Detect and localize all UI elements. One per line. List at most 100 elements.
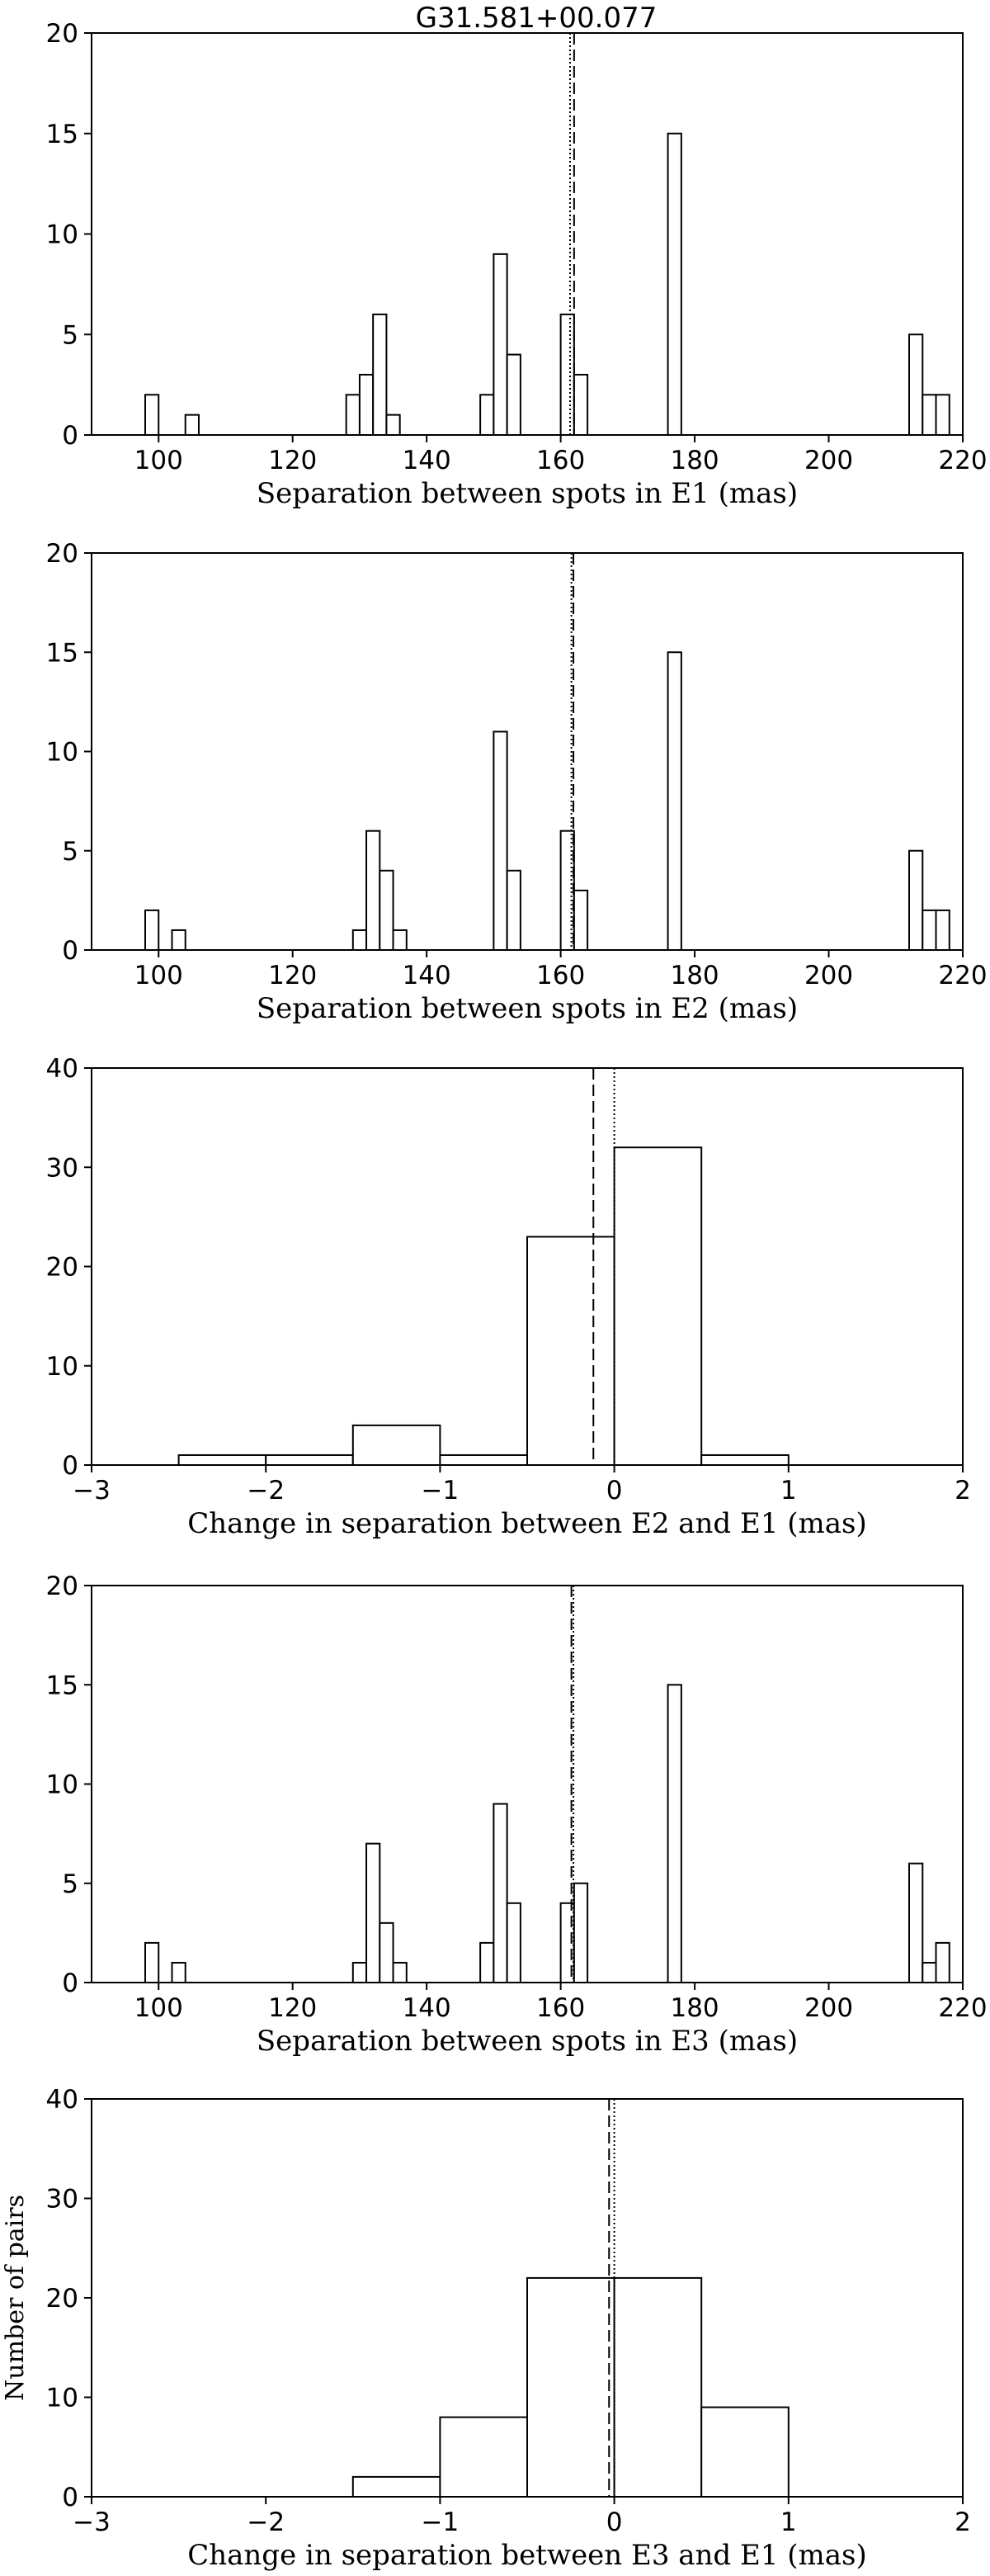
histogram-bar: [392, 929, 408, 951]
histogram-bar: [365, 1842, 381, 1983]
y-tick-label: 20: [46, 2284, 78, 2314]
x-tick-label: 180: [670, 446, 719, 475]
histogram-bar: [935, 1941, 950, 1983]
panel-2: 100 120 140 160 180 200 220 0 5 10 15 20 Separation …: [46, 539, 988, 1025]
x-tick-label: 220: [938, 446, 987, 475]
x-tick-label: 180: [670, 1993, 719, 2023]
histogram-bar: [700, 2406, 790, 2498]
y-tick-label: 10: [46, 220, 78, 250]
x-tick-label: 2: [955, 2507, 971, 2537]
x-tick-label: 140: [403, 961, 451, 990]
histogram-bar: [506, 353, 521, 437]
histogram-bar: [351, 1961, 368, 1983]
histogram-bar: [506, 869, 521, 952]
x-tick-label: 0: [606, 1476, 623, 1505]
histogram-bar: [667, 1684, 682, 1983]
x-tick-label: 120: [268, 1993, 317, 2023]
y-tick-label: 10: [46, 738, 78, 768]
x-tick-label: −1: [422, 1476, 460, 1505]
histogram-bar: [144, 1941, 160, 1983]
histogram-bar: [372, 313, 388, 436]
histogram-bar: [908, 1862, 924, 1983]
panel-1: 100 120 140 160 180 200 220 0 5 10 15 20 Separation …: [46, 19, 988, 510]
histogram-bar: [493, 1803, 508, 1984]
y-axis-label: Number of pairs: [1, 2195, 30, 2401]
histogram-bar: [667, 132, 682, 436]
y-tick-label: 5: [62, 1869, 78, 1899]
histogram-bar: [479, 1941, 495, 1983]
x-tick-label: 160: [536, 446, 585, 475]
x-tick-label: 2: [955, 1476, 971, 1505]
histogram-bar: [365, 830, 381, 952]
x-tick-label: 220: [938, 961, 987, 990]
y-tick-label: 10: [46, 1770, 78, 1800]
x-tick-label: 100: [134, 446, 183, 475]
panel-4: 100 120 140 160 180 200 220 0 5 10 15 20 Separation …: [46, 1572, 988, 2058]
y-tick-label: 0: [62, 2483, 78, 2512]
x-tick-label: 220: [938, 1993, 987, 2023]
histogram-bar: [667, 651, 682, 951]
axes-frame: [91, 1585, 964, 1983]
histogram-bar: [351, 1424, 441, 1467]
x-tick-label: 100: [134, 961, 183, 990]
y-tick-label: 15: [46, 120, 78, 149]
x-tick-label: −3: [73, 2507, 111, 2537]
y-tick-label: 40: [46, 2085, 78, 2115]
histogram-bar: [351, 929, 368, 951]
y-tick-label: 0: [62, 1969, 78, 1998]
histogram-bar: [265, 1453, 354, 1466]
x-tick-label: 120: [268, 961, 317, 990]
x-tick-label: 200: [804, 961, 853, 990]
x-tick-label: 1: [780, 1476, 797, 1505]
y-tick-label: 0: [62, 1451, 78, 1481]
histogram-bar: [171, 929, 186, 951]
x-axis-label: Change in separation between E3 and E1 (…: [187, 2539, 867, 2572]
histogram-bar: [908, 333, 924, 436]
x-tick-label: 200: [804, 446, 853, 475]
y-tick-label: 30: [46, 2185, 78, 2214]
histogram-bar: [439, 2416, 529, 2498]
y-tick-label: 10: [46, 1352, 78, 1382]
y-tick-label: 0: [62, 936, 78, 966]
y-tick-label: 20: [46, 1572, 78, 1601]
histogram-bar: [351, 2475, 441, 2498]
histogram-bar: [908, 849, 924, 951]
y-tick-label: 15: [46, 1671, 78, 1700]
x-tick-label: −2: [247, 2507, 285, 2537]
histogram-bar: [613, 2276, 703, 2498]
y-tick-label: 20: [46, 1253, 78, 1283]
histogram-bar: [171, 1961, 186, 1983]
x-tick-label: 200: [804, 1993, 853, 2023]
histogram-bar: [379, 869, 394, 952]
x-axis-label: Separation between spots in E1 (mas): [257, 477, 798, 510]
x-tick-label: 180: [670, 961, 719, 990]
x-tick-label: −2: [247, 1476, 285, 1505]
x-tick-label: −3: [73, 1476, 111, 1505]
histogram-bar: [573, 1882, 589, 1983]
y-tick-label: 5: [62, 320, 78, 350]
x-tick-label: 140: [403, 1993, 451, 2023]
x-axis-label: Separation between spots in E3 (mas): [257, 2025, 798, 2058]
histogram-bar: [358, 373, 375, 437]
histogram-bar: [379, 1921, 394, 1984]
x-axis-label: Separation between spots in E2 (mas): [257, 992, 798, 1025]
y-tick-label: 10: [46, 2384, 78, 2413]
x-tick-label: 160: [536, 961, 585, 990]
histogram-bar: [526, 2276, 615, 2498]
histogram-bar: [392, 1961, 408, 1983]
x-axis-label: Change in separation between E2 and E1 (…: [187, 1507, 867, 1540]
axes-frame: [91, 32, 964, 436]
histogram-bar: [506, 1902, 521, 1984]
x-tick-label: 1: [780, 2507, 797, 2537]
histogram-bar: [184, 414, 200, 436]
histogram-bar: [573, 889, 589, 951]
histogram-bar: [935, 909, 950, 952]
y-tick-label: 40: [46, 1054, 78, 1084]
x-tick-label: 0: [606, 2507, 623, 2537]
x-tick-label: −1: [422, 2507, 460, 2537]
y-tick-label: 30: [46, 1153, 78, 1183]
histogram-bar: [935, 394, 950, 436]
